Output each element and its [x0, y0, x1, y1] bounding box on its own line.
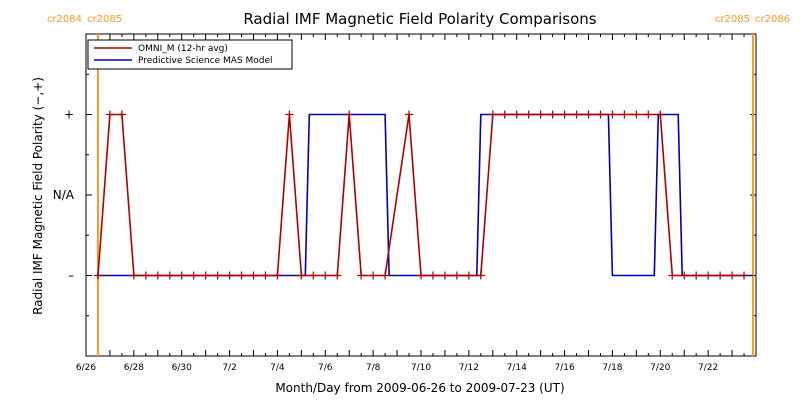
data-point-omni — [452, 271, 461, 280]
data-point-omni — [692, 271, 701, 280]
data-point-omni — [249, 271, 258, 280]
x-tick-label: 7/12 — [459, 363, 479, 373]
x-tick-label: 7/4 — [270, 363, 285, 373]
data-point-omni — [488, 110, 497, 119]
carrington-label-cr2085-end: cr2085 — [715, 14, 750, 25]
data-point-omni — [345, 110, 354, 119]
data-point-omni — [716, 271, 725, 280]
data-point-omni — [201, 271, 210, 280]
carrington-label-cr2086: cr2086 — [755, 14, 790, 25]
x-tick-label: 7/14 — [507, 363, 527, 373]
data-point-omni — [584, 110, 593, 119]
data-point-omni — [165, 271, 174, 280]
data-point-omni — [297, 271, 306, 280]
data-point-omni — [440, 271, 449, 280]
data-point-omni — [405, 110, 414, 119]
data-point-omni — [728, 271, 737, 280]
data-point-omni — [500, 110, 509, 119]
data-point-omni — [632, 110, 641, 119]
data-point-omni — [680, 271, 689, 280]
y-tick-label: + — [64, 108, 74, 122]
data-point-omni — [333, 271, 342, 280]
data-point-omni — [620, 110, 629, 119]
x-tick-label: 6/28 — [124, 363, 144, 373]
x-tick-label: 6/30 — [172, 363, 192, 373]
carrington-label-cr2085: cr2085 — [87, 14, 122, 25]
carrington-label-cr2084: cr2084 — [47, 14, 82, 25]
data-point-omni — [309, 271, 318, 280]
x-tick-label: 7/6 — [318, 363, 333, 373]
data-point-omni — [357, 271, 366, 280]
x-tick-label: 7/10 — [411, 363, 431, 373]
data-point-omni — [572, 110, 581, 119]
data-point-omni — [560, 110, 569, 119]
data-point-omni — [524, 110, 533, 119]
data-point-omni — [213, 271, 222, 280]
data-point-omni — [117, 110, 126, 119]
data-point-omni — [656, 110, 665, 119]
legend-label-omni: OMNI_M (12-hr avg) — [138, 44, 228, 54]
data-point-omni — [237, 271, 246, 280]
data-point-omni — [417, 271, 425, 280]
data-point-omni — [704, 271, 713, 280]
data-point-omni — [548, 110, 557, 119]
data-point-omni — [740, 271, 749, 280]
x-tick-label: 7/20 — [650, 363, 670, 373]
data-point-omni — [536, 110, 545, 119]
data-point-omni — [141, 271, 150, 280]
series-line-mas — [98, 113, 753, 277]
y-tick-label: – — [68, 269, 74, 283]
y-tick-label: N/A — [53, 188, 75, 202]
x-axis-label: Month/Day from 2009-06-26 to 2009-07-23 … — [275, 381, 564, 395]
data-point-omni — [512, 110, 521, 119]
chart-title: Radial IMF Magnetic Field Polarity Compa… — [243, 10, 596, 28]
data-point-omni — [261, 271, 270, 280]
data-point-omni — [608, 110, 617, 119]
data-point-omni — [129, 271, 138, 280]
x-tick-label: 6/26 — [76, 363, 96, 373]
data-point-omni — [177, 271, 186, 280]
data-point-omni — [153, 271, 162, 280]
x-tick-label: 7/18 — [602, 363, 622, 373]
data-point-omni — [668, 271, 677, 280]
data-point-omni — [225, 271, 234, 280]
data-point-omni — [189, 271, 198, 280]
x-tick-label: 7/2 — [222, 363, 236, 373]
data-point-omni — [285, 110, 294, 119]
x-tick-label: 7/16 — [554, 363, 574, 373]
legend-box — [87, 39, 293, 70]
data-point-omni — [273, 271, 282, 280]
data-point-omni — [476, 271, 485, 280]
data-point-omni — [644, 110, 653, 119]
legend-label-mas: Predictive Science MAS Model — [138, 56, 273, 66]
data-point-omni — [105, 110, 114, 119]
data-point-omni — [464, 271, 473, 280]
x-tick-label: 7/22 — [698, 363, 718, 373]
series-line-omni — [97, 113, 744, 277]
x-tick-label: 7/8 — [366, 363, 381, 373]
data-point-omni — [321, 271, 330, 280]
data-point-omni — [381, 271, 390, 280]
data-point-omni — [93, 271, 102, 280]
y-axis-label: Radial IMF Magnetic Field Polarity (−,+) — [31, 77, 45, 315]
data-point-omni — [428, 271, 437, 280]
data-point-omni — [369, 271, 378, 280]
data-point-omni — [596, 110, 605, 119]
legend: OMNI_M (12-hr avg) Predictive Science MA… — [87, 39, 293, 70]
